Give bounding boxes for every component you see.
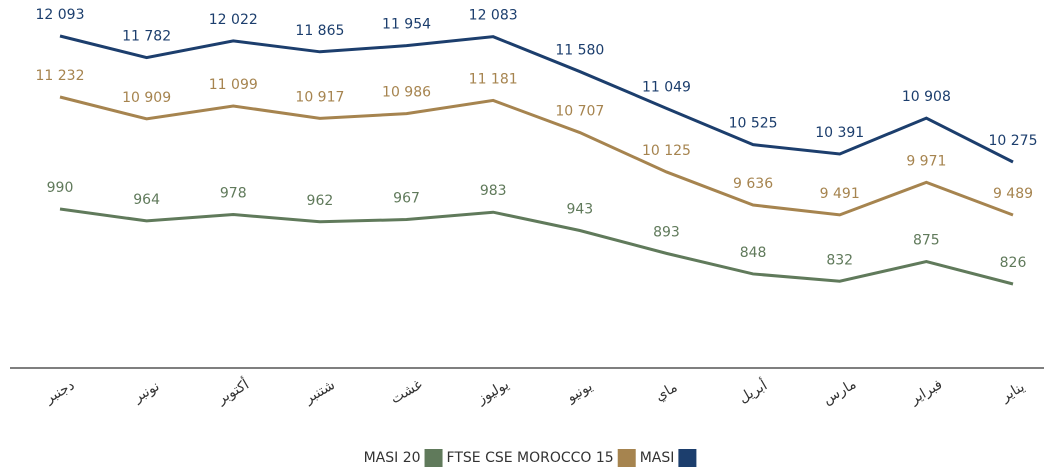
legend-label: MASI 20 xyxy=(364,450,421,466)
data-label: 832 xyxy=(826,252,853,268)
data-label: 964 xyxy=(133,192,160,208)
data-label: 11 954 xyxy=(382,17,431,33)
data-label: 11 181 xyxy=(469,71,518,87)
x-tick-label: غشت xyxy=(388,377,425,408)
data-label: 11 049 xyxy=(642,79,691,95)
data-label: 10 917 xyxy=(295,89,344,105)
data-label: 12 083 xyxy=(469,8,518,24)
data-label: 12 093 xyxy=(36,7,85,23)
x-tick-label: يونيو xyxy=(563,378,595,406)
data-label: 893 xyxy=(653,224,680,240)
data-label: 962 xyxy=(307,193,334,209)
data-label: 10 275 xyxy=(989,133,1038,149)
x-tick-label: نونبر xyxy=(130,378,162,406)
x-tick-label: دجنبر xyxy=(42,377,78,407)
data-label: 9 491 xyxy=(820,186,860,202)
legend-swatch xyxy=(424,449,443,467)
x-tick-label: شتنبر xyxy=(301,377,338,407)
data-label: 10 909 xyxy=(122,90,171,106)
data-label: 10 391 xyxy=(815,125,864,141)
x-tick-label: ماي xyxy=(653,379,681,404)
data-label: 848 xyxy=(740,245,767,261)
x-tick-label: أكتوبر xyxy=(213,375,252,408)
series-line xyxy=(59,95,1014,217)
legend-swatch xyxy=(617,449,636,467)
x-tick-label: مارس xyxy=(820,376,859,408)
data-label: 10 525 xyxy=(729,116,778,132)
legend: MASI 20 FTSE CSE MOROCCO 15 MASI xyxy=(364,449,697,467)
data-label: 11 782 xyxy=(122,29,171,45)
data-label: 943 xyxy=(566,201,593,217)
series-line xyxy=(59,34,1014,164)
data-label: 9 636 xyxy=(733,176,773,192)
data-label: 10 908 xyxy=(902,89,951,105)
data-label: 10 986 xyxy=(382,85,431,101)
data-label: 11 099 xyxy=(209,77,258,93)
data-label: 10 125 xyxy=(642,143,691,159)
data-label: 11 580 xyxy=(555,43,604,59)
data-label: 990 xyxy=(47,180,74,196)
data-label: 11 232 xyxy=(36,68,85,84)
data-label: 875 xyxy=(913,233,940,249)
data-label: 983 xyxy=(480,183,507,199)
series-line xyxy=(59,207,1014,286)
data-label: 826 xyxy=(1000,255,1027,271)
x-tick-label: يوليوز xyxy=(474,377,512,408)
data-label: 978 xyxy=(220,185,247,201)
legend-label: FTSE CSE MOROCCO 15 xyxy=(447,450,614,466)
data-label: 9 971 xyxy=(906,153,946,169)
x-tick-label: يناير xyxy=(998,379,1028,405)
x-tick-label: فبراير xyxy=(907,377,945,408)
data-label: 12 022 xyxy=(209,12,258,28)
data-label: 9 489 xyxy=(993,186,1033,202)
data-label: 967 xyxy=(393,191,420,207)
x-tick-label: أبريل xyxy=(735,376,770,407)
data-label: 11 865 xyxy=(295,23,344,39)
legend-swatch xyxy=(678,449,697,467)
legend-label: MASI xyxy=(640,450,675,466)
data-label: 10 707 xyxy=(555,104,604,120)
